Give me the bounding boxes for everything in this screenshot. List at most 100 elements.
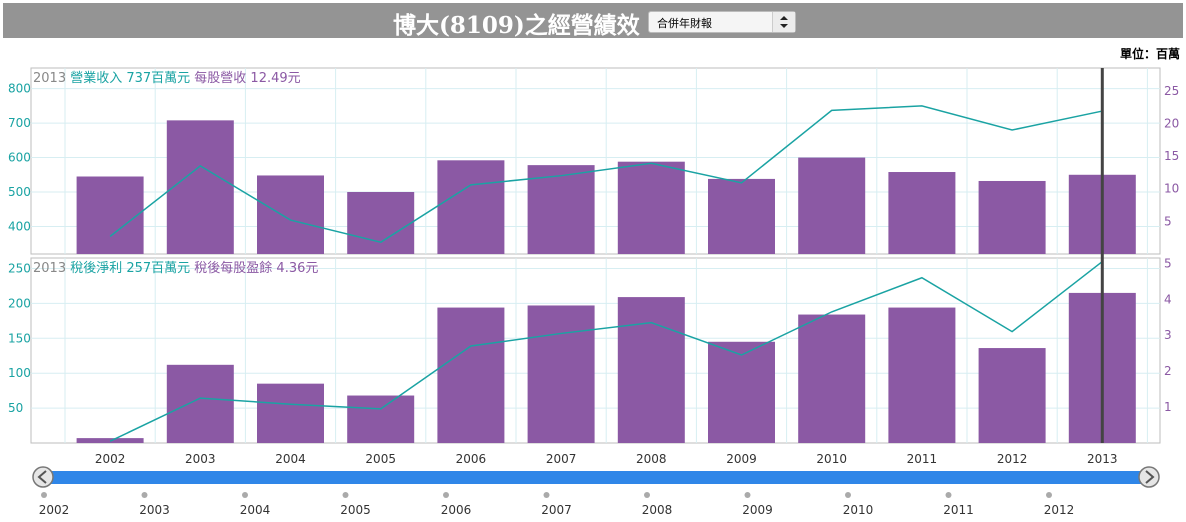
panel-header-year: 2013	[33, 71, 70, 86]
bar	[257, 175, 324, 254]
panel-header-primary: 稅後淨利 257百萬元	[70, 261, 194, 276]
bar	[527, 305, 595, 443]
x-axis-tick-label: 2006	[456, 452, 487, 466]
scroll-left-circle	[32, 466, 54, 488]
x-axis-tick-label: 2005	[365, 452, 396, 466]
range-slider-label: 2010	[843, 503, 874, 517]
bar	[437, 160, 505, 254]
right-axis-tick-label: 5	[1164, 256, 1172, 270]
range-slider-dot	[644, 492, 650, 498]
select-arrows-icon[interactable]	[772, 12, 795, 32]
right-axis-tick-label: 15	[1164, 149, 1179, 163]
range-slider[interactable]: 2002 2003 2004 2005 2006 2007 2008 2009 2010 2011…	[32, 466, 1160, 517]
range-slider-dot	[744, 492, 751, 498]
bar	[888, 307, 956, 443]
left-axis-tick-label: 700	[8, 116, 31, 130]
unit-label: 單位：百萬	[1119, 47, 1180, 61]
bar	[257, 383, 324, 443]
chart-panel-revenue: 400 500 600 700 800 5 10 15 20 25 2013 營業收入 737百萬元…	[8, 67, 1179, 255]
left-axis-tick-label: 600	[8, 151, 31, 165]
panel-header-secondary: 稅後每股盈餘 4.36元	[194, 260, 318, 276]
right-axis-tick-label: 2	[1164, 364, 1172, 378]
panel-header-year: 2013	[33, 261, 70, 276]
bar	[76, 176, 144, 254]
x-axis-tick-label: 2007	[546, 452, 577, 466]
right-axis-tick-label: 25	[1164, 84, 1179, 98]
bar	[708, 341, 775, 443]
bar	[166, 120, 234, 254]
chart-panel-profit: 50 100 150 200 250 1 2 3 4 5 2013 稅後淨利 257百萬元 稅後每股…	[8, 256, 1172, 444]
range-slider-dot	[141, 492, 148, 498]
range-slider-label: 2012	[1044, 503, 1075, 517]
chevron-right-icon	[1145, 470, 1155, 484]
bar	[708, 178, 775, 254]
x-axis-tick-label: 2010	[816, 452, 847, 466]
scroll-left-button[interactable]	[32, 466, 54, 488]
x-axis-tick-label: 2004	[275, 452, 306, 466]
bar	[166, 364, 234, 443]
range-slider-label: 2002	[39, 503, 70, 517]
x-axis-tick-label: 2009	[726, 452, 757, 466]
range-slider-label: 2009	[742, 503, 773, 517]
bar	[798, 314, 866, 443]
scroll-right-button[interactable]	[1138, 466, 1160, 488]
panel-header-secondary: 每股營收 12.49元	[194, 70, 300, 86]
bar	[347, 395, 415, 443]
right-axis-tick-label: 20	[1164, 116, 1179, 130]
range-slider-dot	[242, 492, 248, 498]
line-series	[109, 260, 1103, 442]
range-slider-label: 2008	[642, 503, 673, 517]
x-axis-tick-label: 2012	[997, 452, 1028, 466]
x-axis-tick-label: 2002	[95, 452, 126, 466]
x-axis-tick-label: 2013	[1087, 452, 1118, 466]
report-type-select[interactable]: 合併年財報	[648, 11, 796, 33]
range-slider-dot	[945, 492, 952, 498]
bar	[617, 161, 685, 254]
bar	[527, 165, 595, 254]
right-axis-tick-label: 10	[1164, 182, 1179, 196]
range-slider-dot	[443, 492, 449, 498]
bar	[347, 192, 415, 254]
left-axis-tick-label: 250	[8, 261, 31, 275]
x-axis-tick-label: 2008	[636, 452, 667, 466]
page-title: 博大(8109)之經營績效	[393, 12, 640, 39]
right-axis-tick-label: 4	[1164, 292, 1172, 306]
bar	[798, 157, 866, 254]
range-slider-dot	[1046, 492, 1052, 498]
left-axis-tick-label: 800	[8, 82, 31, 96]
range-slider-label: 2004	[240, 503, 271, 517]
panel-header: 2013 稅後淨利 257百萬元 稅後每股盈餘 4.36元	[33, 260, 318, 276]
left-axis-tick-label: 50	[8, 401, 23, 415]
range-slider-dot	[845, 492, 851, 498]
scroll-right-circle	[1138, 466, 1160, 488]
bar	[978, 348, 1046, 443]
right-axis-tick-label: 3	[1164, 328, 1172, 342]
x-axis-tick-label: 2011	[907, 452, 938, 466]
right-axis-tick-label: 1	[1164, 400, 1172, 414]
range-slider-bar[interactable]	[44, 471, 1150, 484]
range-slider-dot	[543, 492, 550, 498]
range-slider-label: 2005	[340, 503, 371, 517]
bar	[978, 180, 1046, 254]
chevron-left-icon	[37, 470, 47, 484]
range-slider-dot	[41, 492, 47, 498]
range-slider-label: 2007	[541, 503, 572, 517]
report-type-select-value: 合併年財報	[657, 17, 712, 30]
bar	[437, 307, 505, 443]
title-bar: 博大(8109)之經營績效 合併年財報	[3, 3, 1183, 39]
line-series	[109, 105, 1103, 244]
left-axis-tick-label: 150	[8, 331, 31, 345]
range-slider-label: 2011	[943, 503, 974, 517]
range-slider-label: 2003	[139, 503, 170, 517]
left-axis-tick-label: 200	[8, 296, 31, 310]
x-axis-tick-label: 2003	[185, 452, 216, 466]
left-axis-tick-label: 100	[8, 366, 31, 380]
left-axis-tick-label: 500	[8, 185, 31, 199]
bar	[888, 172, 956, 254]
panel-header: 2013 營業收入 737百萬元 每股營收 12.49元	[33, 70, 301, 86]
range-slider-dot	[342, 492, 349, 498]
bar	[617, 297, 685, 443]
right-axis-tick-label: 5	[1164, 214, 1172, 228]
panel-header-primary: 營業收入 737百萬元	[70, 70, 194, 86]
